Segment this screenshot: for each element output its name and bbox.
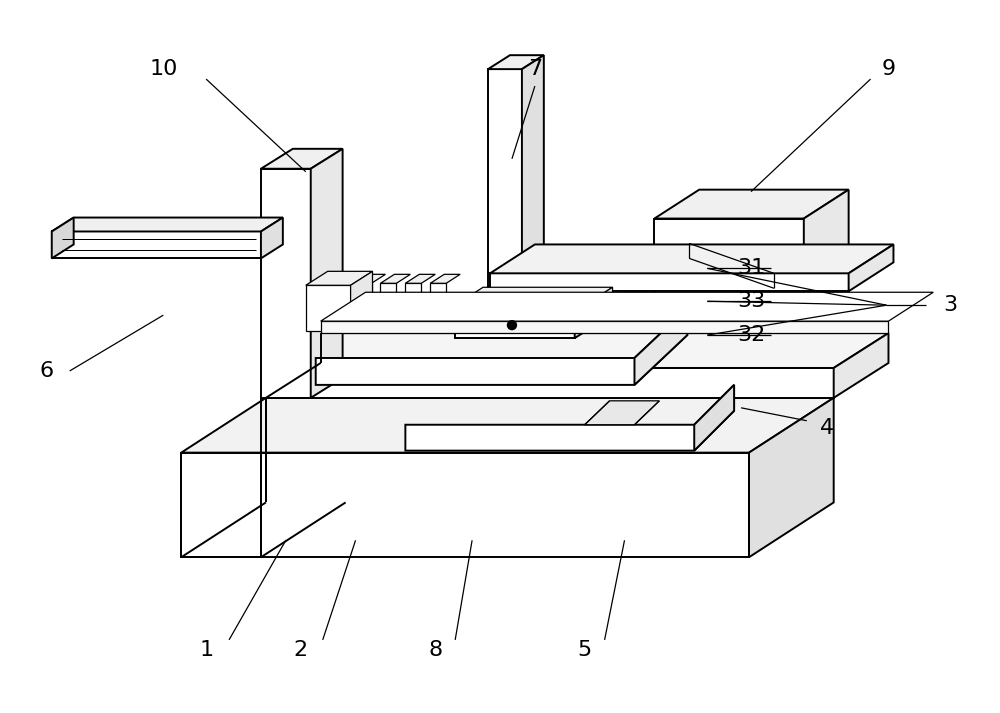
Polygon shape	[634, 308, 687, 385]
Polygon shape	[52, 232, 261, 258]
Text: 33: 33	[737, 291, 765, 311]
Text: 3: 3	[943, 295, 957, 315]
Text: 7: 7	[528, 59, 542, 79]
Polygon shape	[261, 169, 311, 398]
Circle shape	[507, 321, 516, 329]
Text: 10: 10	[149, 59, 178, 79]
Polygon shape	[405, 275, 435, 283]
Polygon shape	[261, 149, 343, 169]
Polygon shape	[567, 293, 583, 331]
Polygon shape	[380, 275, 410, 283]
Polygon shape	[181, 453, 749, 558]
Polygon shape	[575, 287, 610, 338]
Polygon shape	[585, 401, 659, 425]
Polygon shape	[181, 398, 834, 453]
Polygon shape	[654, 219, 804, 308]
Polygon shape	[321, 292, 933, 321]
Polygon shape	[599, 293, 615, 331]
Polygon shape	[654, 190, 849, 219]
Polygon shape	[266, 368, 834, 398]
Polygon shape	[455, 287, 610, 308]
Text: 4: 4	[820, 418, 834, 438]
Polygon shape	[311, 149, 343, 398]
Polygon shape	[380, 283, 396, 331]
Polygon shape	[321, 321, 888, 333]
Polygon shape	[316, 308, 687, 385]
Polygon shape	[804, 190, 849, 308]
Text: 2: 2	[294, 640, 308, 660]
Polygon shape	[630, 293, 646, 331]
Polygon shape	[522, 55, 544, 328]
Text: 31: 31	[737, 258, 765, 278]
Text: 6: 6	[40, 361, 54, 381]
Polygon shape	[351, 272, 372, 331]
Polygon shape	[306, 272, 372, 285]
Polygon shape	[52, 217, 74, 258]
Polygon shape	[455, 305, 585, 331]
Text: 5: 5	[578, 640, 592, 660]
Polygon shape	[488, 55, 544, 69]
Polygon shape	[52, 217, 283, 232]
Polygon shape	[577, 293, 615, 303]
Polygon shape	[490, 273, 849, 291]
Polygon shape	[488, 69, 522, 328]
Polygon shape	[430, 283, 446, 331]
Polygon shape	[356, 283, 372, 331]
Polygon shape	[430, 275, 460, 283]
Polygon shape	[585, 287, 613, 331]
Polygon shape	[749, 398, 834, 558]
Polygon shape	[455, 287, 613, 305]
Polygon shape	[694, 385, 734, 451]
Polygon shape	[545, 293, 583, 303]
Polygon shape	[577, 303, 599, 331]
Polygon shape	[849, 245, 893, 291]
Polygon shape	[609, 293, 646, 303]
Text: 8: 8	[428, 640, 442, 660]
Polygon shape	[266, 333, 888, 368]
Polygon shape	[306, 285, 351, 331]
Polygon shape	[356, 275, 385, 283]
Polygon shape	[609, 303, 630, 331]
Polygon shape	[455, 308, 575, 338]
Text: 1: 1	[199, 640, 213, 660]
Polygon shape	[405, 283, 421, 331]
Text: 9: 9	[881, 59, 896, 79]
Text: 32: 32	[737, 325, 765, 345]
Polygon shape	[405, 385, 734, 451]
Polygon shape	[834, 333, 888, 398]
Polygon shape	[261, 217, 283, 258]
Polygon shape	[490, 245, 893, 273]
Polygon shape	[545, 303, 567, 331]
